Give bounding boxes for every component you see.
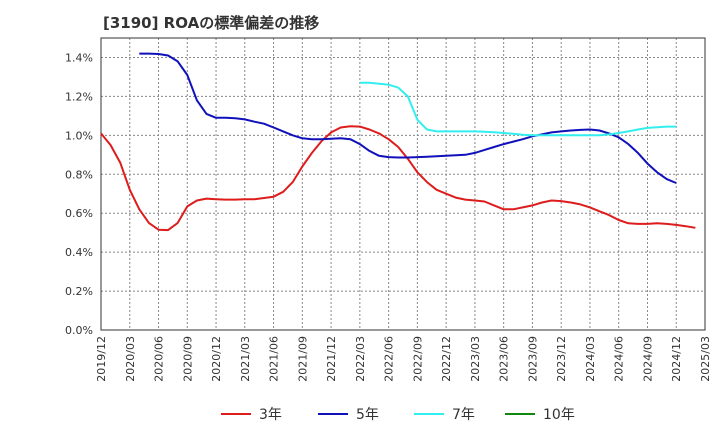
y-tick-label: 0.8% bbox=[65, 168, 93, 181]
x-tick-label: 2022/09 bbox=[411, 336, 424, 382]
x-tick-label: 2021/09 bbox=[296, 336, 309, 382]
legend: 3年 5年 7年 10年 bbox=[221, 407, 575, 423]
y-tick-label: 0.6% bbox=[65, 207, 93, 220]
legend-label: 10年 bbox=[543, 407, 575, 423]
x-tick-label: 2023/03 bbox=[469, 336, 482, 382]
x-tick-label: 2020/03 bbox=[124, 336, 137, 382]
x-tick-label: 2019/12 bbox=[95, 336, 108, 382]
grid-lines bbox=[101, 38, 705, 330]
x-tick-label: 2023/09 bbox=[526, 336, 539, 382]
x-tick-label: 2024/06 bbox=[613, 336, 626, 382]
legend-label: 5年 bbox=[356, 407, 379, 423]
y-tick-label: 1.4% bbox=[65, 51, 93, 64]
y-axis-tick-labels: 0.0% 0.2% 0.4% 0.6% 0.8% 1.0% 1.2% 1.4% bbox=[65, 51, 93, 337]
x-tick-label: 2024/09 bbox=[641, 336, 654, 382]
x-tick-label: 2021/06 bbox=[268, 336, 281, 382]
legend-label: 7年 bbox=[452, 407, 475, 423]
legend-label: 3年 bbox=[259, 407, 282, 423]
x-tick-label: 2025/03 bbox=[699, 336, 712, 382]
chart-title: [3190] ROAの標準偏差の推移 bbox=[103, 14, 320, 32]
x-tick-label: 2024/12 bbox=[670, 336, 683, 382]
x-tick-label: 2022/12 bbox=[440, 336, 453, 382]
x-tick-label: 2023/06 bbox=[498, 336, 511, 382]
x-tick-label: 2023/12 bbox=[555, 336, 568, 382]
y-tick-label: 1.0% bbox=[65, 129, 93, 142]
y-tick-label: 0.2% bbox=[65, 285, 93, 298]
series-line-5年 bbox=[139, 52, 677, 184]
x-tick-label: 2020/06 bbox=[153, 336, 166, 382]
series-lines bbox=[100, 52, 696, 232]
series-line-3年 bbox=[100, 125, 696, 232]
x-tick-label: 2022/06 bbox=[383, 336, 396, 382]
x-tick-label: 2024/03 bbox=[584, 336, 597, 382]
x-tick-label: 2022/03 bbox=[354, 336, 367, 382]
x-axis-tick-labels: 2019/12 2020/03 2020/06 2020/09 2020/12 2021/… bbox=[95, 336, 712, 382]
x-tick-label: 2020/12 bbox=[210, 336, 223, 382]
plot-area-border bbox=[100, 37, 706, 331]
y-tick-label: 1.2% bbox=[65, 90, 93, 103]
x-tick-label: 2020/09 bbox=[181, 336, 194, 382]
x-tick-label: 2021/12 bbox=[325, 336, 338, 382]
x-tick-label: 2021/03 bbox=[239, 336, 252, 382]
y-tick-label: 0.4% bbox=[65, 246, 93, 259]
y-tick-label: 0.0% bbox=[65, 324, 93, 337]
series-line-7年 bbox=[359, 81, 677, 137]
